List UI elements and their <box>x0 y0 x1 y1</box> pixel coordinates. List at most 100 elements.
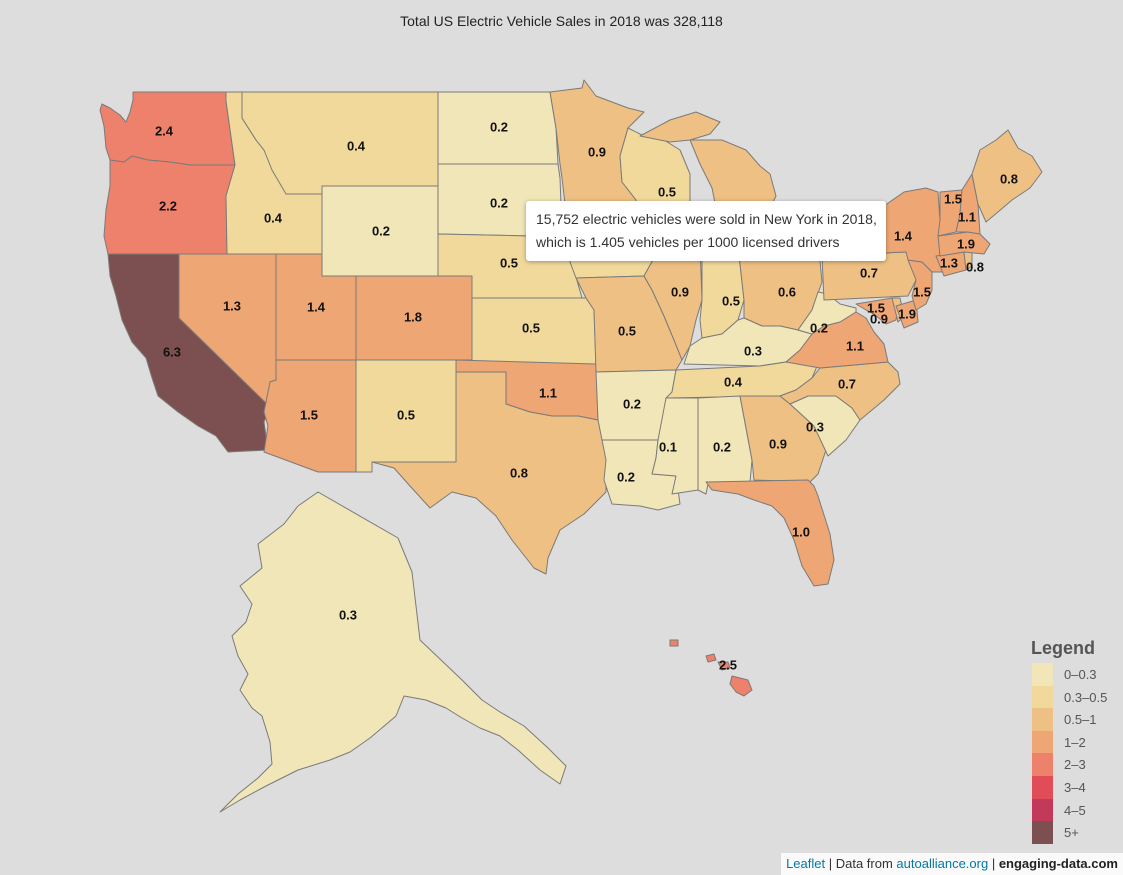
state-value-label: 0.4 <box>264 210 283 225</box>
state-value-label: 0.4 <box>724 374 743 389</box>
legend-swatch <box>1032 798 1053 822</box>
legend-swatch <box>1032 753 1053 776</box>
state-value-label: 0.9 <box>671 284 689 299</box>
state-value-label: 0.2 <box>372 223 390 238</box>
state-value-label: 1.9 <box>898 306 916 321</box>
state-north-dakota[interactable] <box>437 91 559 165</box>
tooltip-line-1: 15,752 electric vehicles were sold in Ne… <box>536 211 877 227</box>
state-alaska[interactable] <box>219 491 567 813</box>
legend-swatch <box>1032 708 1053 731</box>
state-value-label: 0.4 <box>347 138 366 153</box>
state-maine[interactable] <box>971 129 1043 223</box>
state-value-label: 1.8 <box>404 309 422 324</box>
source-link[interactable]: autoalliance.org <box>896 856 989 871</box>
state-florida[interactable] <box>705 479 835 587</box>
tooltip-line-2: which is 1.405 vehicles per 1000 license… <box>536 234 840 250</box>
state-value-label: 0.8 <box>510 465 528 480</box>
state-value-label: 1.1 <box>846 338 864 353</box>
state-value-label: 1.4 <box>894 228 913 243</box>
state-value-label: 0.2 <box>810 320 828 335</box>
legend-swatch <box>1032 730 1053 754</box>
legend-label: 0.3–0.5 <box>1064 689 1108 705</box>
state-tooltip: 15,752 electric vehicles were sold in Ne… <box>526 201 886 261</box>
state-michigan[interactable] <box>639 111 721 143</box>
state-value-label: 6.3 <box>163 344 181 359</box>
state-hawaii[interactable] <box>729 675 753 697</box>
state-value-label: 1.3 <box>223 298 241 313</box>
state-value-label: 0.9 <box>870 311 888 326</box>
state-value-label: 0.5 <box>522 320 540 335</box>
state-value-label: 0.5 <box>500 255 518 270</box>
state-value-label: 0.5 <box>658 184 676 199</box>
state-value-label: 0.2 <box>490 119 508 134</box>
legend-label: 2–3 <box>1064 757 1086 773</box>
state-shapes[interactable] <box>99 79 1043 813</box>
state-hawaii[interactable] <box>705 653 717 663</box>
legend-item: 5+ <box>1028 821 1120 844</box>
legend-swatch <box>1032 775 1053 799</box>
legend-label: 4–5 <box>1064 802 1086 818</box>
state-value-label: 0.9 <box>769 436 787 451</box>
brand-text: engaging-data.com <box>998 856 1118 871</box>
state-district-of-columbia[interactable] <box>895 299 919 329</box>
attribution-text: | Data from <box>825 856 897 871</box>
leaflet-link[interactable]: Leaflet <box>786 856 826 871</box>
legend-title: Legend <box>1031 638 1096 658</box>
state-value-label: 0.5 <box>397 407 415 422</box>
state-value-label: 0.1 <box>659 439 677 454</box>
state-texas[interactable] <box>371 371 607 575</box>
state-hawaii[interactable] <box>669 639 679 647</box>
state-value-label: 1.4 <box>307 299 326 314</box>
legend: Legend 0–0.3 0.3–0.5 0.5–1 1–2 2–3 3–4 4… <box>1028 638 1120 844</box>
state-value-label: 1.5 <box>300 407 318 422</box>
legend-label: 3–4 <box>1064 779 1086 795</box>
legend-swatch <box>1032 685 1053 709</box>
state-west-virginia[interactable] <box>797 291 857 335</box>
state-value-label: 0.2 <box>623 396 641 411</box>
legend-swatch <box>1032 821 1053 844</box>
state-value-label: 1.9 <box>957 236 975 251</box>
state-value-label: 0.6 <box>778 284 796 299</box>
state-value-label: 0.8 <box>966 259 984 274</box>
legend-label: 5+ <box>1064 825 1079 841</box>
state-labels: 2.4 2.2 6.3 1.3 0.4 0.4 0.2 1.4 1.8 1.5 0.5 0.2 0.2 0… <box>155 119 1018 672</box>
state-value-label: 0.5 <box>618 323 636 338</box>
legend-item: 4–5 <box>1028 798 1120 822</box>
state-value-label: 0.5 <box>722 293 740 308</box>
state-value-label: 2.4 <box>155 123 174 138</box>
legend-item: 2–3 <box>1028 753 1120 776</box>
legend-label: 0–0.3 <box>1064 667 1097 682</box>
state-value-label: 1.3 <box>940 255 958 270</box>
state-value-label: 2.2 <box>159 198 177 213</box>
legend-label: 0.5–1 <box>1064 712 1097 728</box>
state-value-label: 1.1 <box>958 209 976 224</box>
legend-item: 3–4 <box>1028 775 1120 799</box>
legend-swatch <box>1032 663 1053 686</box>
state-value-label: 0.7 <box>860 265 878 280</box>
state-value-label: 0.3 <box>744 343 762 358</box>
map-title: Total US Electric Vehicle Sales in 2018 … <box>400 13 723 29</box>
legend-label: 1–2 <box>1064 734 1086 750</box>
state-value-label: 2.5 <box>719 657 737 672</box>
state-north-carolina[interactable] <box>779 361 901 421</box>
state-value-label: 0.2 <box>713 439 731 454</box>
state-value-label: 0.2 <box>617 469 635 484</box>
state-value-label: 0.9 <box>588 144 606 159</box>
state-virginia[interactable] <box>785 311 889 369</box>
state-value-label: 0.8 <box>1000 171 1018 186</box>
state-value-label: 0.2 <box>490 195 508 210</box>
legend-item: 0.3–0.5 <box>1028 685 1120 709</box>
legend-item: 0.5–1 <box>1028 708 1120 731</box>
state-value-label: 1.1 <box>539 385 557 400</box>
state-value-label: 0.3 <box>339 607 357 622</box>
state-value-label: 0.7 <box>838 376 856 391</box>
state-value-label: 1.0 <box>792 524 810 539</box>
state-value-label: 0.3 <box>806 419 824 434</box>
attribution-separator: | <box>988 856 999 871</box>
state-hawaii[interactable] <box>717 661 731 671</box>
legend-item: 1–2 <box>1028 730 1120 754</box>
state-value-label: 1.5 <box>944 191 962 206</box>
state-value-label: 1.5 <box>913 284 931 299</box>
